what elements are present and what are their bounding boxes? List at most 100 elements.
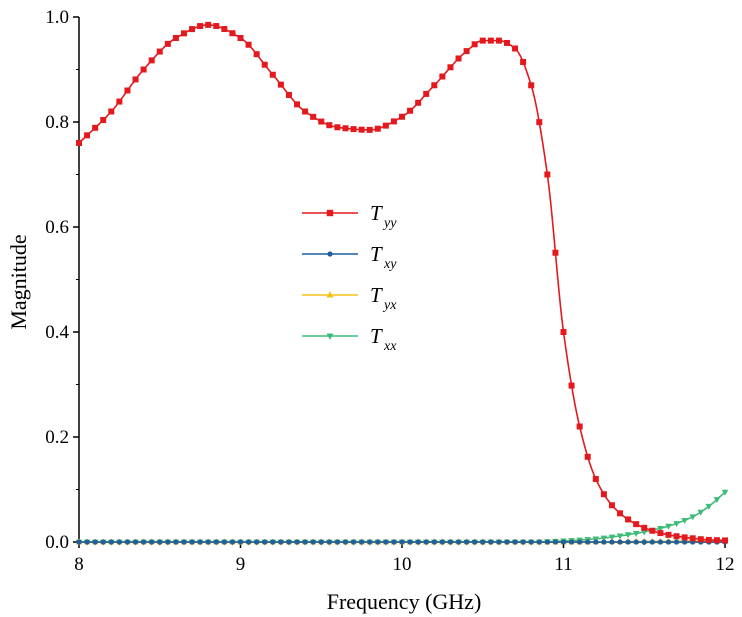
data-point-Tyy bbox=[229, 30, 236, 37]
data-point-Tyy bbox=[625, 516, 632, 523]
data-point-Tyy bbox=[407, 107, 414, 114]
data-point-Txx bbox=[665, 523, 672, 530]
y-tick-label: 0.8 bbox=[45, 112, 69, 133]
data-point-Txy bbox=[205, 539, 211, 545]
data-point-Txy bbox=[286, 539, 292, 545]
data-point-Txy bbox=[310, 539, 316, 545]
data-point-Txy bbox=[302, 539, 308, 545]
data-point-Tyy bbox=[608, 502, 615, 509]
data-point-Txy bbox=[625, 539, 631, 545]
series-layer bbox=[75, 21, 729, 546]
data-point-Tyy bbox=[657, 530, 664, 537]
data-point-Txy bbox=[108, 539, 114, 545]
data-point-Txx bbox=[640, 529, 648, 536]
data-point-Tyy bbox=[576, 423, 583, 430]
data-point-Txy bbox=[423, 539, 429, 545]
x-tick-label: 8 bbox=[74, 554, 84, 575]
data-point-Tyy bbox=[310, 113, 317, 120]
data-point-Txy bbox=[189, 539, 195, 545]
data-point-Txy bbox=[536, 539, 542, 545]
data-point-Txy bbox=[359, 539, 365, 545]
data-point-Tyy bbox=[600, 491, 607, 498]
legend-marker bbox=[326, 333, 334, 340]
data-point-Txy bbox=[447, 539, 454, 545]
data-point-Txy bbox=[585, 539, 591, 545]
series-Txy bbox=[76, 539, 728, 545]
y-tick-label: 1.0 bbox=[45, 7, 69, 28]
data-point-Tyy bbox=[705, 536, 712, 543]
data-point-Tyy bbox=[479, 37, 486, 44]
data-point-Tyy bbox=[269, 71, 276, 78]
data-point-Txy bbox=[350, 539, 357, 545]
data-point-Txy bbox=[504, 539, 510, 545]
data-point-Tyy bbox=[84, 132, 91, 139]
data-point-Tyy bbox=[520, 58, 527, 65]
data-point-Txy bbox=[326, 539, 332, 545]
data-point-Tyy bbox=[681, 534, 688, 541]
data-point-Tyy bbox=[495, 37, 502, 44]
data-point-Tyy bbox=[180, 30, 187, 37]
data-point-Txy bbox=[318, 539, 324, 545]
data-point-Tyy bbox=[318, 118, 325, 125]
data-point-Txy bbox=[100, 539, 106, 545]
data-point-Tyy bbox=[382, 122, 389, 129]
data-point-Tyy bbox=[245, 41, 252, 48]
data-point-Tyy bbox=[326, 122, 333, 129]
data-point-Txy bbox=[480, 539, 486, 545]
data-point-Txy bbox=[221, 539, 227, 545]
data-point-Txy bbox=[149, 539, 155, 545]
data-point-Tyy bbox=[342, 125, 349, 132]
data-point-Txy bbox=[116, 539, 122, 545]
data-point-Tyy bbox=[697, 536, 704, 543]
data-point-Txy bbox=[229, 539, 236, 545]
data-point-Txy bbox=[76, 539, 82, 545]
data-point-Txy bbox=[528, 539, 534, 545]
data-point-Txy bbox=[464, 539, 470, 545]
data-point-Txy bbox=[84, 539, 90, 545]
data-point-Txy bbox=[407, 539, 413, 545]
data-point-Txx bbox=[657, 525, 664, 532]
data-point-Tyy bbox=[108, 108, 115, 115]
data-point-Tyy bbox=[189, 26, 196, 33]
data-point-Txy bbox=[560, 539, 567, 545]
data-point-Txy bbox=[294, 539, 300, 545]
data-point-Txy bbox=[157, 539, 163, 545]
data-point-Tyy bbox=[447, 64, 454, 71]
data-point-Txy bbox=[488, 539, 494, 545]
data-point-Txy bbox=[633, 539, 639, 545]
data-point-Tyy bbox=[116, 98, 123, 105]
data-point-Tyy bbox=[560, 329, 567, 335]
data-point-Txy bbox=[141, 539, 147, 545]
data-point-Tyy bbox=[633, 521, 640, 528]
data-point-Tyy bbox=[423, 90, 430, 97]
legend-marker bbox=[326, 291, 334, 298]
data-point-Tyy bbox=[366, 126, 373, 133]
data-point-Tyy bbox=[237, 35, 244, 41]
legend-label-sub: yx bbox=[382, 298, 397, 313]
data-point-Txy bbox=[342, 539, 349, 545]
data-point-Txx bbox=[632, 530, 640, 537]
legend-label-main: T bbox=[370, 283, 383, 307]
data-point-Tyy bbox=[197, 23, 204, 30]
series-Tyy bbox=[76, 21, 728, 544]
data-point-Tyy bbox=[487, 37, 494, 44]
legend-label-sub: yy bbox=[382, 216, 397, 231]
data-point-Txy bbox=[375, 539, 381, 545]
data-point-Txy bbox=[665, 539, 672, 545]
data-point-Txy bbox=[496, 539, 502, 545]
data-point-Txy bbox=[132, 539, 139, 545]
data-point-Tyy bbox=[374, 125, 381, 132]
data-point-Tyy bbox=[100, 117, 107, 124]
data-point-Tyy bbox=[132, 76, 139, 83]
y-tick-label: 0.2 bbox=[45, 427, 69, 448]
y-tick-label: 0.4 bbox=[45, 322, 69, 343]
data-point-Txx bbox=[608, 534, 616, 541]
data-point-Txy bbox=[237, 539, 244, 545]
data-point-Tyy bbox=[536, 119, 543, 126]
data-point-Tyy bbox=[471, 41, 478, 48]
data-point-Tyy bbox=[528, 82, 535, 89]
data-point-Txy bbox=[682, 539, 688, 545]
